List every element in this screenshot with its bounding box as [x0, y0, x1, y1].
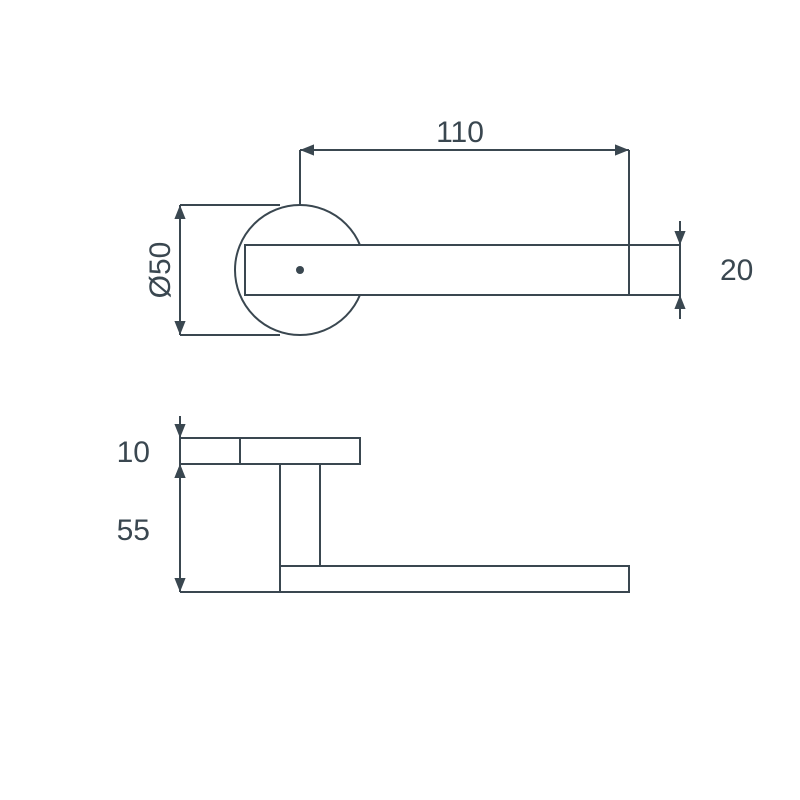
dim-label-10: 10 [117, 436, 150, 469]
dim-label-diameter-50: Ø50 [144, 242, 177, 299]
rose-plate-side [240, 438, 360, 464]
dim-label-110: 110 [436, 116, 484, 149]
dimension-annotations: 110 Ø50 20 10 55 [117, 116, 754, 592]
lever-side [280, 566, 629, 592]
dim-label-55: 55 [117, 514, 150, 547]
side-view [240, 438, 629, 592]
technical-drawing: 110 Ø50 20 10 55 [0, 0, 800, 800]
front-view [235, 205, 629, 335]
dim-label-20: 20 [720, 254, 753, 287]
center-dot [296, 266, 304, 274]
